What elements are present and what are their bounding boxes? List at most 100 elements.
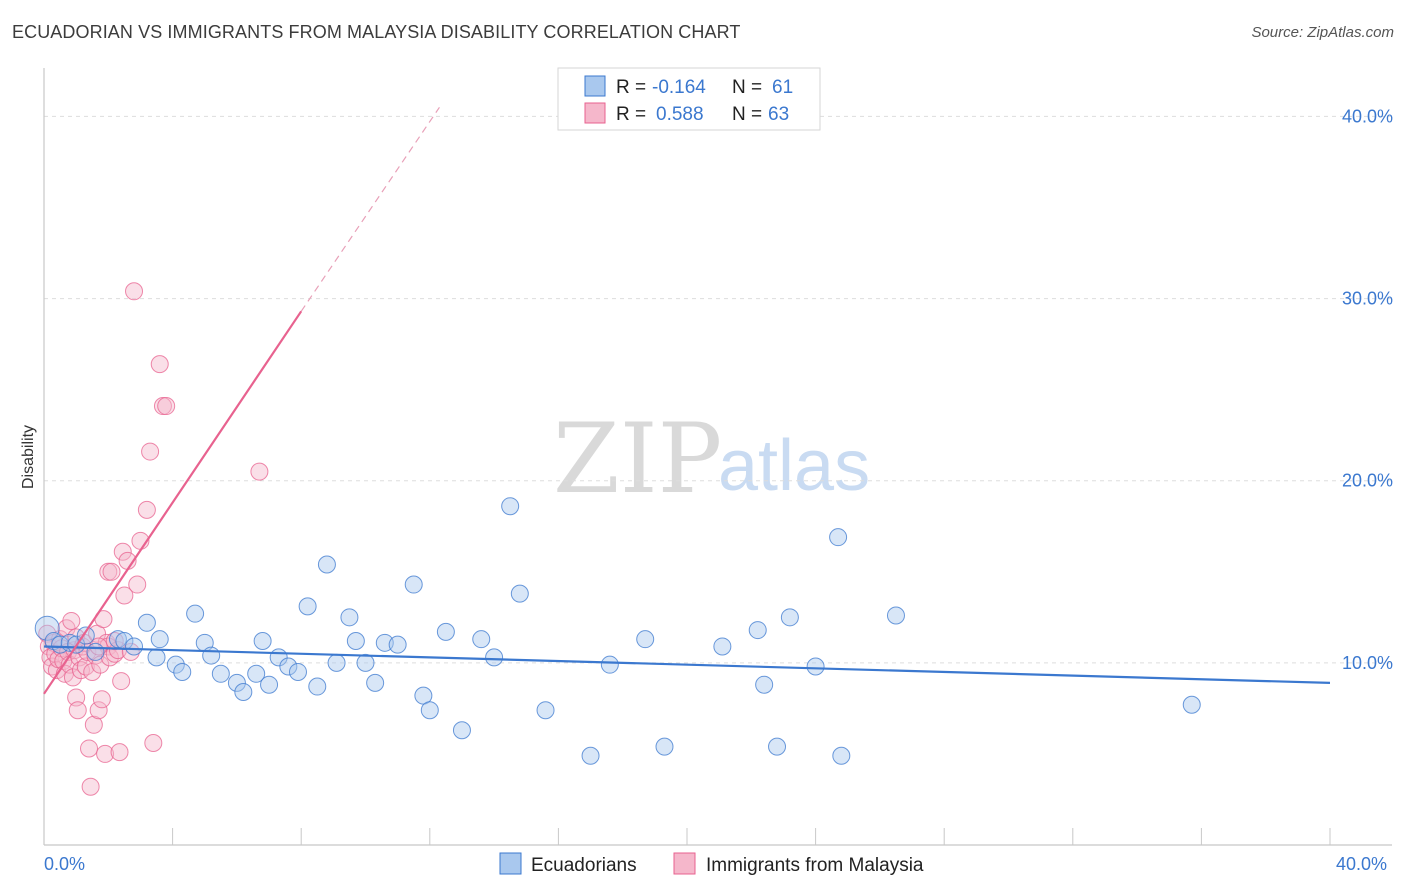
point-ecuadorian xyxy=(166,655,185,674)
point-ecuadorian xyxy=(137,613,156,632)
point-malaysia xyxy=(84,715,103,734)
legend-n-label-1: N = xyxy=(732,77,762,98)
point-malaysia xyxy=(144,734,163,752)
point-ecuadorian xyxy=(317,555,336,574)
point-ecuadorian xyxy=(298,597,317,616)
point-ecuadorian xyxy=(581,746,600,765)
point-ecuadorian xyxy=(227,673,246,692)
point-ecuadorian xyxy=(472,630,491,649)
point-ecuadorian xyxy=(713,637,732,656)
point-ecuadorian xyxy=(1182,695,1201,714)
point-malaysia xyxy=(102,562,121,581)
point-ecuadorian xyxy=(234,683,253,701)
y-axis-label: Disability xyxy=(20,425,37,489)
point-ecuadorian xyxy=(356,653,375,672)
y-tick-label: 40.0% xyxy=(1342,106,1393,126)
point-ecuadorian xyxy=(279,657,298,676)
point-ecuadorian xyxy=(829,528,848,547)
point-malaysia xyxy=(68,701,87,720)
point-malaysia xyxy=(115,586,134,605)
y-tick-label: 20.0% xyxy=(1342,471,1393,491)
point-ecuadorian xyxy=(288,662,307,681)
point-malaysia xyxy=(80,739,99,758)
stats-legend: R = -0.164 N = 61 R = 0.588 N = 63 xyxy=(557,67,821,131)
point-malaysia xyxy=(137,500,156,519)
series-ecuadorians-points xyxy=(34,497,1201,765)
point-ecuadorian xyxy=(340,608,359,627)
point-malaysia xyxy=(128,575,147,594)
point-ecuadorian xyxy=(366,673,385,692)
point-ecuadorian xyxy=(346,632,365,650)
point-malaysia xyxy=(81,777,100,796)
point-malaysia xyxy=(89,701,108,720)
legend-r-label-1: R = xyxy=(616,77,646,98)
point-ecuadorian xyxy=(173,662,192,681)
point-ecuadorian xyxy=(327,653,346,672)
legend-r-value-1: -0.164 xyxy=(652,77,706,98)
point-ecuadorian xyxy=(600,655,619,674)
point-ecuadorian xyxy=(510,584,529,603)
trend-line-malaysia-extrapolated xyxy=(300,106,440,312)
point-ecuadorian xyxy=(420,701,439,720)
y-tick-labels: 10.0% 20.0% 30.0% 40.0% xyxy=(1342,106,1393,672)
point-ecuadorian xyxy=(404,575,423,594)
watermark-atlas: atlas xyxy=(718,426,870,506)
series-malaysia-points xyxy=(38,282,269,796)
point-malaysia xyxy=(121,642,140,661)
point-malaysia xyxy=(96,744,115,763)
legend-swatch-malaysia-bottom xyxy=(673,852,696,875)
point-ecuadorian xyxy=(308,677,327,696)
point-ecuadorian xyxy=(260,675,279,694)
point-ecuadorian xyxy=(86,642,105,661)
point-ecuadorian xyxy=(436,622,455,641)
y-tick-label: 10.0% xyxy=(1342,653,1393,673)
point-malaysia xyxy=(112,672,131,691)
x-ticks xyxy=(172,828,1331,845)
point-ecuadorian xyxy=(34,615,60,641)
point-ecuadorian xyxy=(150,630,169,649)
point-ecuadorian xyxy=(452,721,471,740)
point-malaysia xyxy=(125,282,144,301)
point-malaysia xyxy=(113,542,132,561)
point-ecuadorian xyxy=(536,701,555,720)
chart-title: ECUADORIAN VS IMMIGRANTS FROM MALAYSIA D… xyxy=(12,22,741,42)
legend-swatch-malaysia xyxy=(584,102,606,124)
point-ecuadorian xyxy=(780,608,799,627)
point-ecuadorian xyxy=(485,648,504,667)
point-ecuadorian xyxy=(186,604,205,623)
watermark-zip: ZIP xyxy=(553,403,722,515)
point-ecuadorian xyxy=(211,664,230,683)
point-ecuadorian xyxy=(501,497,520,516)
point-ecuadorian xyxy=(388,635,407,654)
point-ecuadorian xyxy=(253,632,272,650)
point-ecuadorian xyxy=(832,746,851,765)
legend-swatch-ecuadorians-bottom xyxy=(499,852,522,875)
point-ecuadorian xyxy=(636,630,655,649)
legend-swatch-ecuadorians xyxy=(584,75,606,97)
trend-line-malaysia xyxy=(43,310,303,695)
point-ecuadorian xyxy=(125,637,144,656)
point-malaysia xyxy=(250,462,269,481)
point-malaysia xyxy=(62,611,81,630)
point-ecuadorian xyxy=(748,621,767,640)
point-ecuadorian xyxy=(147,648,166,667)
trend-line-ecuadorians xyxy=(43,645,1331,684)
x-tick-label-max: 40.0% xyxy=(1336,854,1387,874)
legend-n-value-2: 63 xyxy=(768,104,789,125)
x-tick-label-min: 0.0% xyxy=(44,854,85,874)
legend-label-malaysia: Immigrants from Malaysia xyxy=(706,855,924,876)
series-legend: Ecuadorians Immigrants from Malaysia xyxy=(499,852,924,876)
point-ecuadorian xyxy=(247,664,266,683)
point-ecuadorian xyxy=(202,646,221,665)
point-malaysia xyxy=(92,690,111,709)
legend-r-value-2: 0.588 xyxy=(656,104,704,125)
gridlines xyxy=(44,115,1392,664)
point-ecuadorian xyxy=(655,737,674,756)
point-malaysia xyxy=(71,661,90,680)
point-ecuadorian xyxy=(806,657,825,676)
point-ecuadorian xyxy=(755,675,774,694)
legend-r-label-2: R = xyxy=(616,104,646,125)
point-malaysia xyxy=(157,397,176,416)
point-malaysia xyxy=(89,637,108,656)
